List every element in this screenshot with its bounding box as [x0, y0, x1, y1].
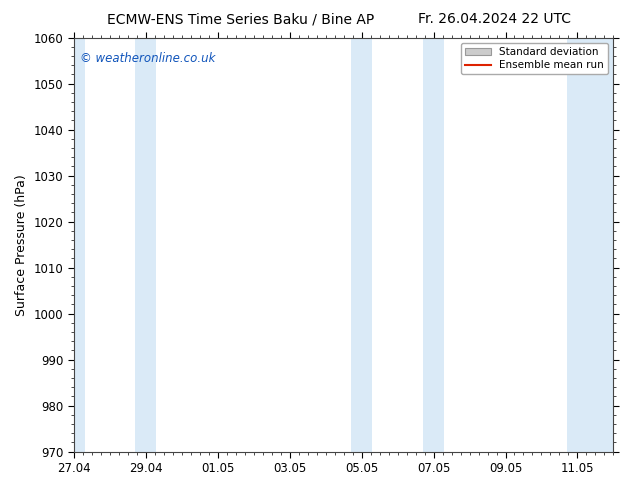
Text: Fr. 26.04.2024 22 UTC: Fr. 26.04.2024 22 UTC [418, 12, 571, 26]
Bar [567, 38, 614, 452]
Text: ECMW-ENS Time Series Baku / Bine AP: ECMW-ENS Time Series Baku / Bine AP [107, 12, 375, 26]
Bar [74, 38, 84, 452]
Y-axis label: Surface Pressure (hPa): Surface Pressure (hPa) [15, 174, 28, 316]
Bar [351, 38, 372, 452]
Bar [423, 38, 444, 452]
Bar [135, 38, 157, 452]
Text: © weatheronline.co.uk: © weatheronline.co.uk [80, 52, 216, 65]
Legend: Standard deviation, Ensemble mean run: Standard deviation, Ensemble mean run [461, 43, 608, 74]
